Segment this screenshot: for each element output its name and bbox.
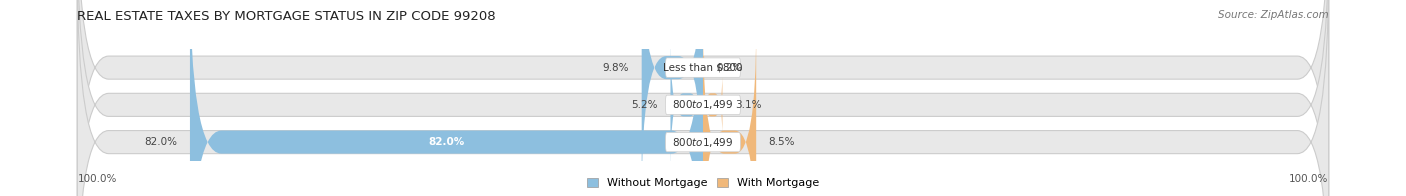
FancyBboxPatch shape bbox=[703, 70, 723, 140]
Text: 100.0%: 100.0% bbox=[77, 174, 117, 184]
FancyBboxPatch shape bbox=[703, 27, 756, 196]
Text: Source: ZipAtlas.com: Source: ZipAtlas.com bbox=[1218, 10, 1329, 20]
FancyBboxPatch shape bbox=[665, 58, 741, 77]
FancyBboxPatch shape bbox=[77, 0, 1329, 196]
Text: 82.0%: 82.0% bbox=[145, 137, 177, 147]
FancyBboxPatch shape bbox=[77, 0, 1329, 196]
Legend: Without Mortgage, With Mortgage: Without Mortgage, With Mortgage bbox=[588, 178, 818, 189]
Text: $800 to $1,499: $800 to $1,499 bbox=[672, 136, 734, 149]
Text: 3.1%: 3.1% bbox=[735, 100, 762, 110]
FancyBboxPatch shape bbox=[77, 0, 1329, 196]
FancyBboxPatch shape bbox=[665, 95, 741, 114]
FancyBboxPatch shape bbox=[190, 0, 703, 196]
FancyBboxPatch shape bbox=[665, 132, 741, 152]
FancyBboxPatch shape bbox=[641, 0, 703, 196]
Text: REAL ESTATE TAXES BY MORTGAGE STATUS IN ZIP CODE 99208: REAL ESTATE TAXES BY MORTGAGE STATUS IN … bbox=[77, 10, 496, 23]
Text: 5.2%: 5.2% bbox=[631, 100, 658, 110]
Text: 8.5%: 8.5% bbox=[769, 137, 796, 147]
Text: 82.0%: 82.0% bbox=[429, 137, 464, 147]
Text: $800 to $1,499: $800 to $1,499 bbox=[672, 98, 734, 111]
Text: Less than $800: Less than $800 bbox=[664, 63, 742, 73]
Text: 9.8%: 9.8% bbox=[603, 63, 628, 73]
FancyBboxPatch shape bbox=[671, 39, 703, 171]
Text: 100.0%: 100.0% bbox=[1289, 174, 1329, 184]
Text: 0.2%: 0.2% bbox=[717, 63, 744, 73]
